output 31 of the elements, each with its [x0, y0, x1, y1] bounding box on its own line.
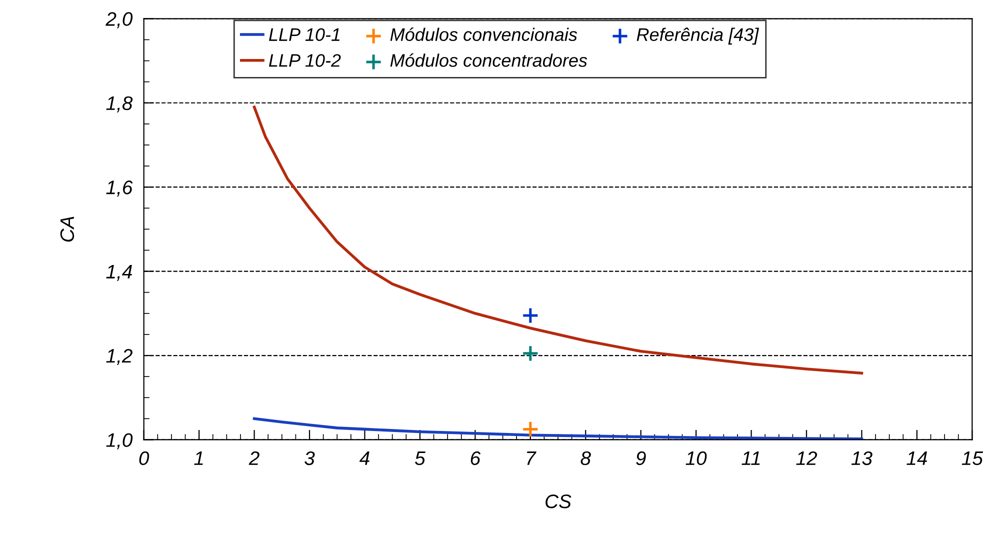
- x-tick-label: 2: [248, 451, 260, 465]
- x-tick-label: 5: [414, 452, 426, 466]
- x-tick-label: 14: [906, 452, 928, 465]
- y-tick-label: 2,0: [106, 12, 133, 28]
- x-tick-label: 0: [139, 451, 150, 466]
- y-tick-label: 1,4: [106, 264, 132, 281]
- y-axis-title: CA: [60, 216, 74, 242]
- x-tick-label: 11: [742, 452, 760, 465]
- x-tick-label: 15: [962, 452, 984, 466]
- x-tick-label: 1: [194, 452, 203, 465]
- line-series: [252, 106, 864, 375]
- y-tick-label: 1,2: [106, 348, 132, 366]
- y-tick-label: 1,6: [106, 180, 133, 197]
- legend-label: Módulos concentradores: [390, 53, 588, 67]
- legend-label: LLP 10-1: [268, 28, 340, 42]
- y-tick-label: 1,8: [106, 96, 133, 112]
- x-tick-label: 9: [636, 451, 646, 466]
- x-tick-label: 3: [304, 451, 315, 466]
- x-tick-label: 8: [580, 451, 591, 466]
- x-axis-title: CS: [546, 494, 572, 508]
- line-series: [252, 417, 864, 440]
- y-tick-label: 1,0: [106, 433, 133, 450]
- x-tick-label: 6: [470, 451, 481, 466]
- legend-label: Módulos convencionais: [390, 28, 578, 42]
- x-tick-label: 7: [526, 452, 536, 465]
- x-tick-label: 12: [796, 451, 818, 465]
- x-tick-label: 13: [851, 451, 872, 466]
- x-tick-label: 10: [686, 451, 707, 466]
- legend-label: LLP 10-2: [268, 54, 341, 67]
- legend-label: Referência [43]: [636, 28, 760, 45]
- x-tick-label: 4: [359, 452, 370, 465]
